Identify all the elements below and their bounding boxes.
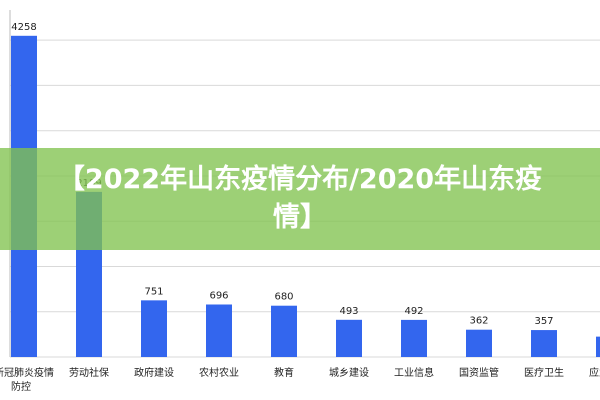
title-banner: 【2022年山东疫情分布/2020年山东疫情】 bbox=[0, 148, 600, 250]
bar bbox=[141, 300, 167, 357]
bar bbox=[531, 330, 557, 357]
bar bbox=[466, 329, 492, 357]
bar bbox=[271, 305, 297, 357]
bar bbox=[596, 336, 600, 357]
data-label: 751 bbox=[144, 286, 163, 297]
data-label: 362 bbox=[469, 316, 488, 327]
x-tick-label: 医疗卫生 bbox=[524, 366, 564, 379]
x-tick-label: 农村农业 bbox=[199, 366, 239, 379]
x-tick-label: 城乡建设 bbox=[329, 366, 369, 379]
bar bbox=[336, 319, 362, 357]
chart-title: 【2022年山东疫情分布/2020年山东疫情】 bbox=[57, 164, 543, 233]
x-tick-label: 应急管理 bbox=[589, 366, 600, 379]
x-tick-label: 政府建设 bbox=[134, 366, 174, 379]
data-label: 680 bbox=[274, 292, 293, 303]
bar bbox=[206, 304, 232, 357]
x-tick-label: 国资监管 bbox=[459, 366, 499, 379]
data-label: 696 bbox=[209, 290, 228, 301]
data-label: 492 bbox=[404, 306, 423, 317]
x-tick-label: 新冠肺炎疫情防控 bbox=[0, 366, 54, 393]
x-tick-label: 教育 bbox=[274, 366, 294, 379]
data-label: 493 bbox=[339, 306, 358, 317]
bar bbox=[401, 319, 427, 357]
x-tick-label: 劳动社保 bbox=[69, 366, 109, 379]
x-tick-label: 工业信息 bbox=[394, 366, 434, 379]
data-label: 357 bbox=[534, 316, 553, 327]
data-label: 4258 bbox=[11, 22, 36, 33]
